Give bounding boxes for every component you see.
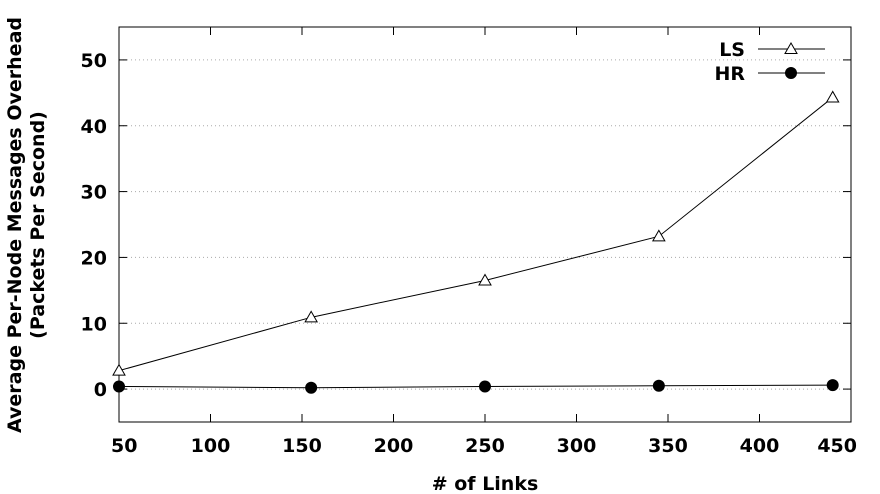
series-line [118, 384, 833, 389]
data-point [651, 229, 666, 242]
y-tick-label: 40 [81, 116, 107, 138]
series-line [118, 97, 834, 372]
legend-marker [784, 41, 798, 54]
x-tick-label: 200 [374, 435, 414, 457]
x-tick-label: 250 [465, 435, 505, 457]
x-tick-label: 450 [817, 435, 857, 457]
y-axis-title: Average Per-Node Messages Overhead [4, 17, 26, 433]
data-point [113, 380, 125, 393]
data-point [478, 273, 492, 286]
x-tick-label: 300 [557, 435, 597, 457]
y-tick-label: 30 [81, 182, 107, 204]
data-point [652, 379, 665, 392]
y-tick-label: 50 [81, 50, 107, 72]
y-tick-label: 20 [81, 247, 107, 269]
series-hr [113, 379, 839, 394]
data-point [304, 310, 319, 323]
y-axis-subtitle: (Packets Per Second) [27, 111, 49, 339]
y-tick-label: 0 [94, 379, 107, 401]
series [112, 90, 840, 394]
x-tick-label: 400 [740, 435, 780, 457]
x-tick-label: 150 [282, 435, 322, 457]
series-ls [112, 90, 840, 376]
x-tick-label: 350 [648, 435, 688, 457]
legend-label: LS [719, 39, 745, 61]
y-tick-label: 10 [81, 313, 107, 335]
data-point [826, 379, 839, 392]
data-point [305, 381, 318, 394]
legend-marker [785, 67, 797, 79]
axis-ticks: 0 10 20 30 40 50 50 100 150 200 250 300 350 400 450 [81, 27, 857, 457]
data-point [112, 363, 126, 376]
data-point [479, 380, 491, 393]
plot-frame [118, 26, 852, 423]
x-tick-label: 100 [191, 435, 231, 457]
x-tick-label: 50 [111, 435, 137, 457]
data-point [825, 90, 840, 103]
legend-item-hr: HR [714, 63, 825, 85]
legend-item-ls: LS [719, 39, 825, 61]
x-axis-title: # of Links [432, 473, 539, 494]
legend-label: HR [714, 63, 745, 85]
